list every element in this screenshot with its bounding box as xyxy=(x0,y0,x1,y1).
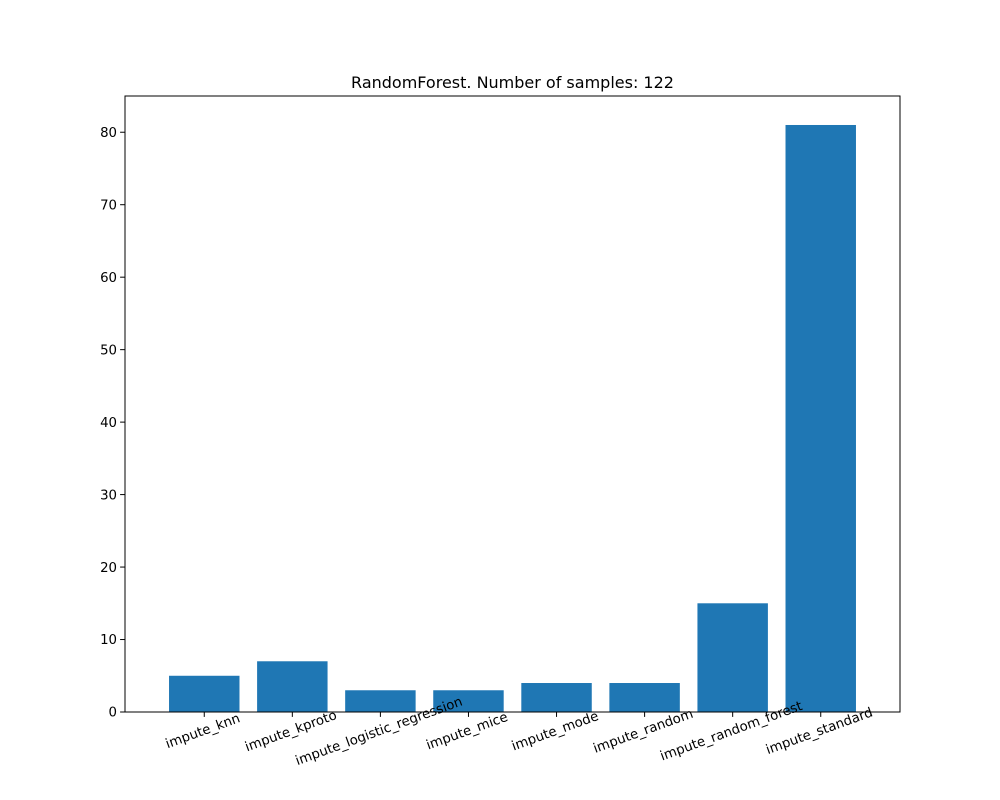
bars-layer xyxy=(169,124,856,713)
y-tick-label: 40 xyxy=(100,416,117,431)
bar-impute_standard xyxy=(785,124,856,713)
y-tick-label: 20 xyxy=(100,561,117,576)
y-tick-label: 50 xyxy=(100,343,117,358)
chart-title: RandomForest. Number of samples: 122 xyxy=(351,73,674,92)
bar-impute_logistic_regression xyxy=(345,690,416,712)
bar-impute_mode xyxy=(521,683,592,712)
bar-impute_random xyxy=(609,683,680,712)
bar-impute_knn xyxy=(169,675,240,712)
plot-area-frame xyxy=(124,95,901,713)
y-tick-label: 60 xyxy=(100,271,117,286)
y-tick-label: 10 xyxy=(100,633,117,648)
bar-impute_mice xyxy=(433,690,504,712)
y-tick-label: 70 xyxy=(100,198,117,213)
y-tick-label: 0 xyxy=(109,706,117,721)
bar-impute_random_forest xyxy=(697,603,768,712)
y-tick-label: 80 xyxy=(100,126,117,141)
y-tick-label: 30 xyxy=(100,488,117,503)
bar-impute_kproto xyxy=(257,661,328,712)
